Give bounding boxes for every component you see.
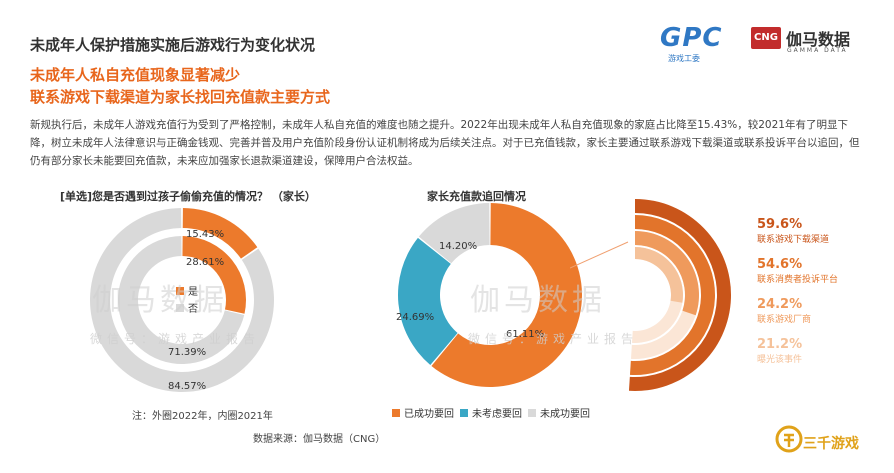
legend-not-considered: 未考虑要回 [460,405,522,420]
recovered-label: 61.11% [506,329,545,340]
legend-yes: 是 [176,283,198,298]
nested-donut-chart [90,208,274,392]
data-source: 数据来源：伽马数据（CNG） [253,434,386,445]
recovery-segment-1 [431,203,582,387]
legend-yes-swatch [176,286,184,295]
outer-yes-label: 15.43% [186,229,225,240]
gpc-logo: GPC [660,23,723,53]
arc-bar-3 [635,231,699,316]
watermark-right-sub: 微信号：游戏产业报告 [468,332,639,346]
gpc-logo-subtext: 游戏工委 [668,54,700,63]
watermark-left-sub: 微信号：游戏产业报告 [90,332,261,346]
method-3-value: 24.2% [757,297,803,312]
subtitle-line-2: 联系游戏下载渠道为家长找回充值款主要方式 [30,88,331,106]
inner-ring-segment-1 [182,236,246,314]
method-2-label: 联系消费者投诉平台 [757,275,839,285]
gamma-data-logo: 伽马数据 [786,30,851,49]
method-4: 21.2% 曝光该事件 [757,337,802,365]
method-4-label: 曝光该事件 [757,355,803,365]
legend-not-considered-swatch [460,408,468,417]
arc-bar-1 [628,199,732,391]
legend-not-recovered-swatch [528,408,536,417]
legend-no: 否 [176,300,198,315]
method-3: 24.2% 联系游戏厂商 [757,297,811,325]
corner-logo-text: 三千游戏 [803,436,859,452]
recovery-donut-chart [398,203,582,387]
legend-no-swatch [176,303,184,312]
outer-ring-segment-1 [182,208,258,259]
method-1-label: 联系游戏下载渠道 [757,235,830,245]
outer-ring-2022 [90,208,274,392]
recovery-method-arcs [628,199,732,391]
gamma-data-logo-subtext: GAMMA DATA [787,47,848,54]
not-recovered-label: 14.20% [439,241,478,252]
outer-no-label: 84.57% [168,381,207,392]
legend-not-recovered: 未成功要回 [528,405,590,420]
watermark-left: 伽马数据 [92,283,228,318]
recovery-segment-3 [418,203,490,264]
method-4-value: 21.2% [757,337,803,352]
connector-line [570,241,629,269]
body-paragraph: 新规执行后，未成年人游戏充值行为受到了严格控制，未成年人私自充值的难度也随之提升… [30,119,860,167]
arc-bars [628,199,732,391]
method-2: 54.6% 联系消费者投诉平台 [757,257,838,285]
watermark-right: 伽马数据 [470,283,606,318]
page-title: 未成年人保护措施实施后游戏行为变化状况 [30,36,316,54]
not-considered-label: 24.69% [396,312,435,323]
legend-recovered-swatch [392,408,400,417]
method-2-value: 54.6% [757,257,803,272]
inner-ring-segment-2 [118,236,245,364]
right-chart-title: 家长充值款追回情况 [427,190,526,203]
inner-yes-label: 28.61% [186,257,225,268]
arc-bar-4 [635,247,683,303]
inner-ring-2021 [118,236,246,364]
arc-bar-2 [629,215,716,375]
subtitle-line-1: 未成年人私自充值现象显著减少 [30,66,241,84]
corner-logo-icon [775,425,803,453]
legend-recovered: 已成功要回 [392,405,454,420]
method-3-label: 联系游戏厂商 [757,315,812,325]
recovery-ring [398,203,582,387]
method-1-value: 59.6% [757,217,803,232]
left-chart-title: [单选]您是否遇到过孩子偷偷充值的情况？ （家长） [60,190,316,203]
method-1: 59.6% 联系游戏下载渠道 [757,217,829,245]
cng-logo: CNG [751,27,781,49]
inner-no-label: 71.39% [168,347,207,358]
footnote: 注：外圈2022年，内圈2021年 [132,411,273,422]
recovery-segment-2 [398,237,458,366]
